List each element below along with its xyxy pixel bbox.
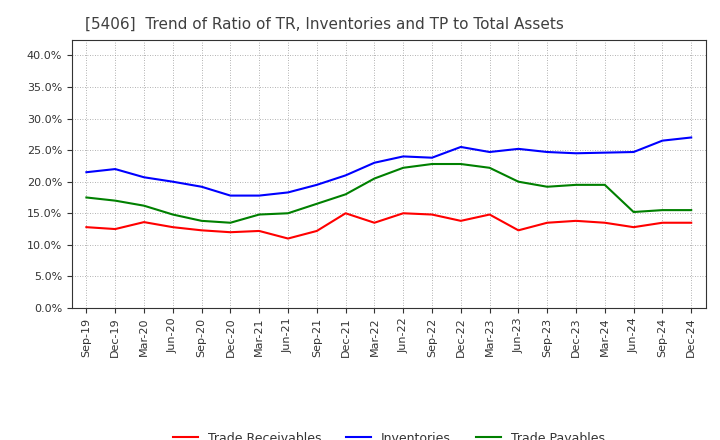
Trade Payables bbox=[197, 218, 206, 224]
Inventories bbox=[485, 149, 494, 154]
Trade Receivables bbox=[284, 236, 292, 241]
Trade Receivables bbox=[140, 220, 148, 225]
Trade Receivables bbox=[82, 224, 91, 230]
Inventories bbox=[255, 193, 264, 198]
Trade Payables bbox=[600, 182, 609, 187]
Trade Payables bbox=[543, 184, 552, 189]
Inventories bbox=[514, 146, 523, 151]
Trade Payables bbox=[168, 212, 177, 217]
Trade Receivables bbox=[572, 218, 580, 224]
Trade Receivables bbox=[687, 220, 696, 225]
Inventories bbox=[312, 182, 321, 187]
Inventories bbox=[658, 138, 667, 143]
Trade Payables bbox=[284, 211, 292, 216]
Legend: Trade Receivables, Inventories, Trade Payables: Trade Receivables, Inventories, Trade Pa… bbox=[168, 427, 610, 440]
Trade Receivables bbox=[197, 227, 206, 233]
Trade Receivables bbox=[514, 227, 523, 233]
Text: [5406]  Trend of Ratio of TR, Inventories and TP to Total Assets: [5406] Trend of Ratio of TR, Inventories… bbox=[85, 16, 564, 32]
Line: Trade Receivables: Trade Receivables bbox=[86, 213, 691, 238]
Inventories bbox=[687, 135, 696, 140]
Trade Receivables bbox=[456, 218, 465, 224]
Inventories bbox=[284, 190, 292, 195]
Trade Receivables bbox=[341, 211, 350, 216]
Trade Receivables bbox=[399, 211, 408, 216]
Inventories bbox=[197, 184, 206, 189]
Trade Payables bbox=[82, 195, 91, 200]
Trade Payables bbox=[428, 161, 436, 167]
Trade Payables bbox=[140, 203, 148, 208]
Trade Payables bbox=[572, 182, 580, 187]
Trade Payables bbox=[255, 212, 264, 217]
Inventories bbox=[456, 144, 465, 150]
Inventories bbox=[341, 173, 350, 178]
Inventories bbox=[543, 149, 552, 154]
Trade Receivables bbox=[111, 227, 120, 232]
Trade Receivables bbox=[370, 220, 379, 225]
Trade Receivables bbox=[312, 228, 321, 234]
Trade Receivables bbox=[428, 212, 436, 217]
Trade Payables bbox=[111, 198, 120, 203]
Inventories bbox=[370, 160, 379, 165]
Trade Payables bbox=[370, 176, 379, 181]
Inventories bbox=[140, 175, 148, 180]
Trade Payables bbox=[485, 165, 494, 170]
Inventories bbox=[168, 179, 177, 184]
Trade Receivables bbox=[226, 230, 235, 235]
Inventories bbox=[428, 155, 436, 160]
Trade Receivables bbox=[629, 224, 638, 230]
Inventories bbox=[82, 169, 91, 175]
Trade Receivables bbox=[168, 224, 177, 230]
Trade Payables bbox=[341, 192, 350, 197]
Inventories bbox=[399, 154, 408, 159]
Trade Payables bbox=[658, 208, 667, 213]
Trade Receivables bbox=[255, 228, 264, 234]
Trade Payables bbox=[687, 208, 696, 213]
Trade Receivables bbox=[658, 220, 667, 225]
Inventories bbox=[226, 193, 235, 198]
Inventories bbox=[111, 166, 120, 172]
Line: Trade Payables: Trade Payables bbox=[86, 164, 691, 223]
Trade Receivables bbox=[543, 220, 552, 225]
Inventories bbox=[600, 150, 609, 155]
Inventories bbox=[629, 149, 638, 154]
Line: Inventories: Inventories bbox=[86, 137, 691, 196]
Trade Payables bbox=[399, 165, 408, 170]
Inventories bbox=[572, 150, 580, 156]
Trade Payables bbox=[312, 201, 321, 206]
Trade Payables bbox=[629, 209, 638, 215]
Trade Payables bbox=[226, 220, 235, 225]
Trade Payables bbox=[514, 179, 523, 184]
Trade Receivables bbox=[485, 212, 494, 217]
Trade Receivables bbox=[600, 220, 609, 225]
Trade Payables bbox=[456, 161, 465, 167]
